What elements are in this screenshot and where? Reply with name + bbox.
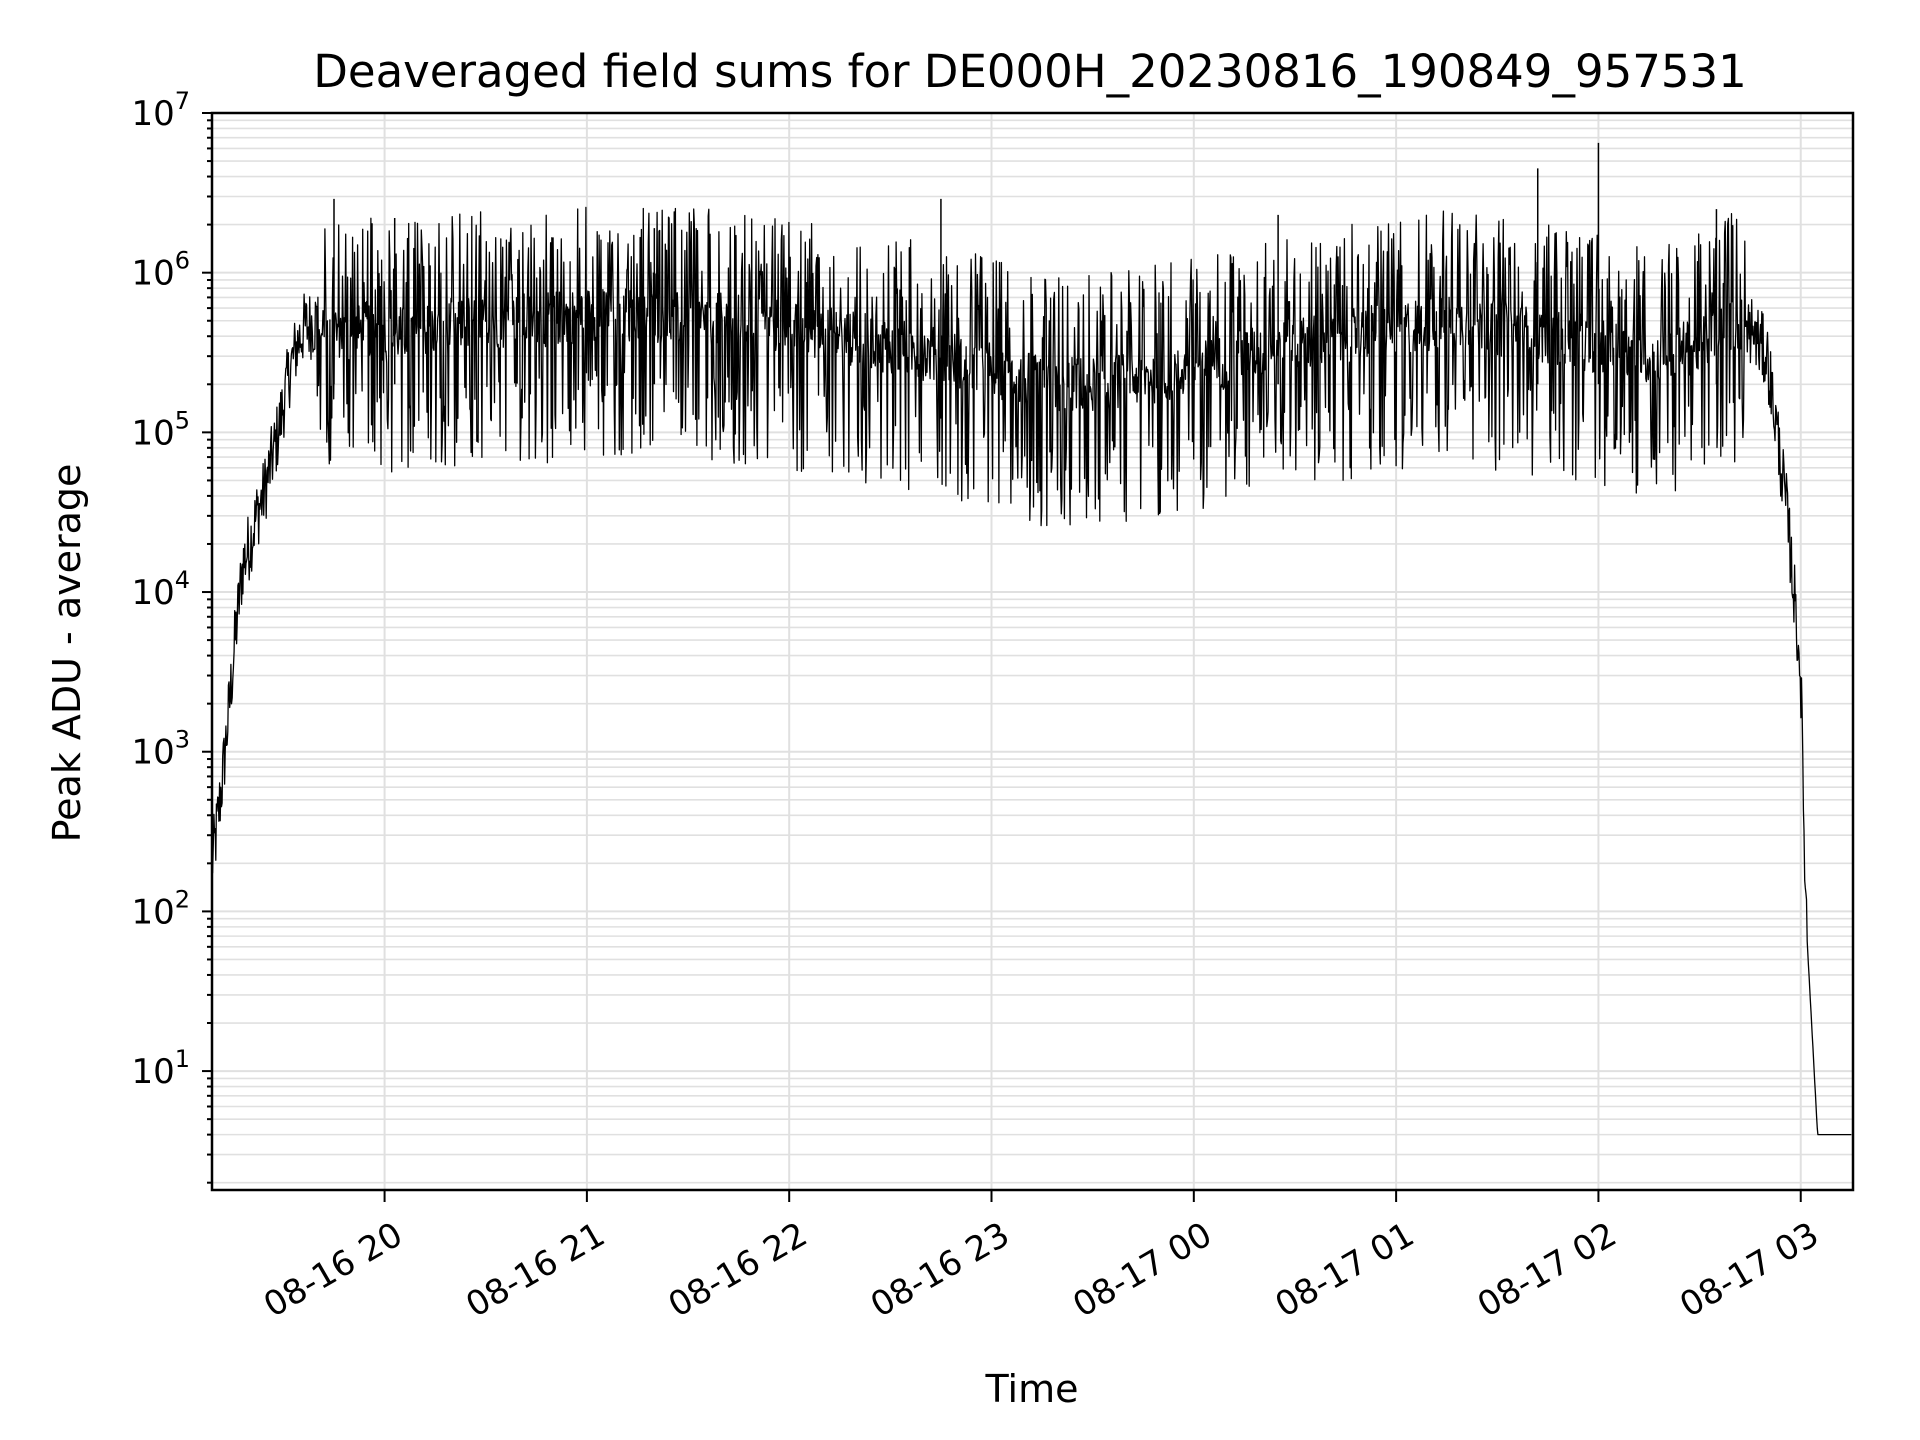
y-tick-labels: 101 102 103 104 105 106 107 <box>131 87 190 1092</box>
y-tick-label: 103 <box>131 726 190 773</box>
chart-title: Deaveraged field sums for DE000H_2023081… <box>313 45 1746 98</box>
y-tick-label: 106 <box>131 247 190 294</box>
y-tick-label: 105 <box>131 406 190 453</box>
axis-ticks <box>202 112 1802 1202</box>
plot-frame <box>210 111 1855 1192</box>
y-tick-label: 104 <box>131 566 190 613</box>
y-tick-label: 107 <box>131 87 190 134</box>
y-axis-label: Peak ADU - average <box>45 464 89 843</box>
y-tick-label: 101 <box>131 1045 190 1092</box>
series-line <box>211 206 1852 1136</box>
x-axis-label: Time <box>985 1367 1079 1411</box>
y-tick-label: 102 <box>131 885 190 932</box>
data-series <box>211 142 1852 1136</box>
